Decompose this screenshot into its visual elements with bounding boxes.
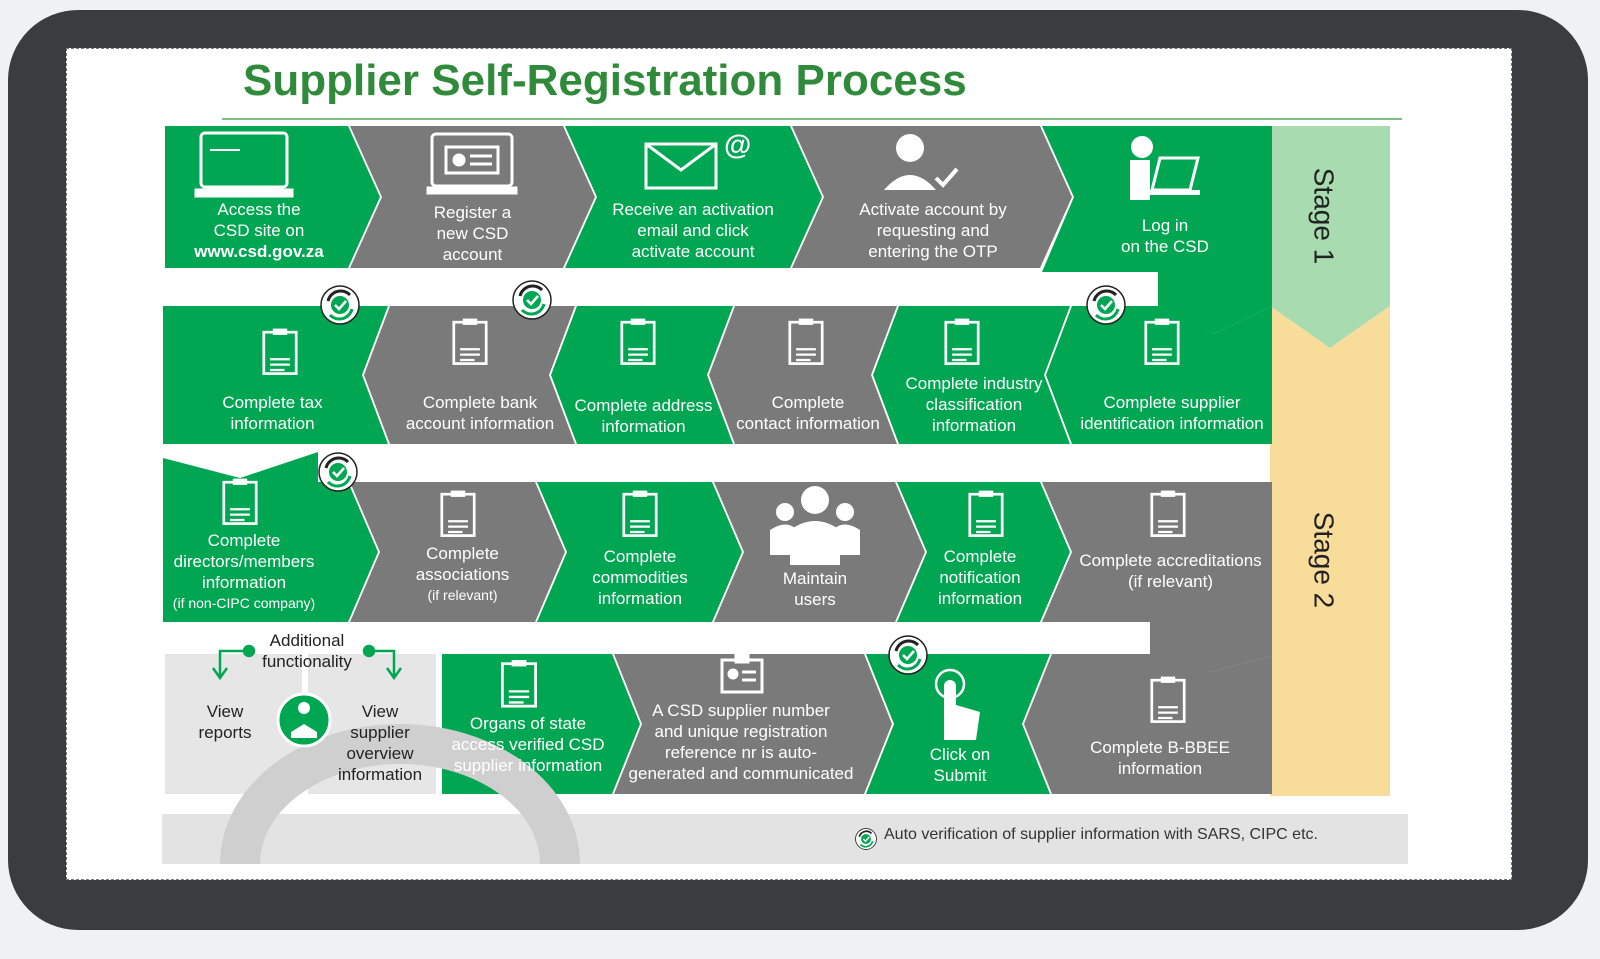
row3-step-3-shape xyxy=(537,482,742,622)
row1-step-1: Access the CSD site on www.csd.gov.za xyxy=(170,199,348,262)
row3-step-4: Maintain users xyxy=(750,568,880,610)
row1-step-4-shape xyxy=(792,126,1072,268)
stage-1-label: Stage 1 xyxy=(1308,167,1340,265)
row4-step-4-label: Complete B-BBEE information xyxy=(1090,738,1230,778)
click-hand-icon xyxy=(934,668,980,740)
row3-step-5-shape xyxy=(897,482,1070,622)
row3-step-3: Complete commodities information xyxy=(570,546,710,609)
footer-watermark xyxy=(220,724,580,865)
row2-step-5: Complete industry classification informa… xyxy=(884,373,1064,436)
row2-step-6: Complete supplier identification informa… xyxy=(1072,392,1272,434)
row3-step-2-note: (if relevant) xyxy=(427,587,498,603)
row4-step-2: A CSD supplier number and unique registr… xyxy=(616,700,866,784)
row4-step-3: Click on Submit xyxy=(900,744,1020,786)
row2-step-1-shape xyxy=(163,306,388,444)
row3-step-1-label: Complete directors/members information xyxy=(173,531,315,592)
row3-step-5: Complete notification information xyxy=(920,546,1040,609)
reader-person-icon xyxy=(276,692,332,748)
row1-step-2-label: Register a new CSD account xyxy=(433,203,512,264)
csd-url-text: www.csd.gov.za xyxy=(194,242,324,261)
stage-2-bar xyxy=(1270,306,1390,796)
row1-step-3-shape xyxy=(565,126,822,268)
row3-step-1: Complete directors/members information (… xyxy=(163,530,325,614)
row3-step-4-label: Maintain users xyxy=(782,569,848,609)
row2-step-3-shape xyxy=(551,306,733,444)
row2-step-3-label: Complete address information xyxy=(574,396,713,436)
row1-step-2: Register a new CSD account xyxy=(385,202,560,265)
verify-badge-legend xyxy=(855,828,877,850)
row3-step-5-label: Complete notification information xyxy=(937,547,1023,608)
row2-step-6-label: Complete supplier identification informa… xyxy=(1080,393,1264,433)
row4-step-3-label: Click on Submit xyxy=(929,745,991,785)
view-supplier-overview-label: View supplier overview information xyxy=(337,702,423,784)
row2-step-1: Complete tax information xyxy=(170,392,375,434)
verify-badge-5 xyxy=(888,635,928,675)
id-card-monitor-icon xyxy=(426,132,518,195)
users-group-icon xyxy=(770,486,860,565)
row1-step-5-shape xyxy=(1042,126,1272,334)
row2-step-4-label: Complete contact information xyxy=(736,393,880,433)
row2-step-5-shape xyxy=(873,306,1070,444)
row1-step-3-label: Receive an activation email and click ac… xyxy=(612,200,774,261)
row3-step-3-label: Complete commodities information xyxy=(592,547,688,608)
verify-badge-4 xyxy=(318,452,358,492)
auto-verification-note: Auto verification of supplier informatio… xyxy=(884,826,1318,843)
row3-step-2: Complete associations (if relevant) xyxy=(385,543,540,606)
badge-icon xyxy=(720,652,764,694)
verify-badge-3 xyxy=(1086,285,1126,325)
row3-step-6-shape xyxy=(1042,482,1272,672)
row4-step-4-shape xyxy=(1024,654,1272,794)
footer-band xyxy=(162,814,1408,864)
row4-step-4: Complete B-BBEE information xyxy=(1060,737,1260,779)
verify-badge-2 xyxy=(512,280,552,320)
row1-step-5: Log in on the CSD xyxy=(1080,215,1250,257)
row3-step-2-label: Complete associations xyxy=(415,544,510,584)
row2-step-2-shape xyxy=(364,306,575,444)
row4-step-1-label: Organs of state access verified CSD supp… xyxy=(451,714,605,775)
row1-step-1-label: Access the CSD site on xyxy=(213,200,305,240)
view-reports-label: View reports xyxy=(198,702,252,742)
stage-2-label: Stage 2 xyxy=(1308,511,1340,609)
row4-step-1: Organs of state access verified CSD supp… xyxy=(444,713,612,776)
additional-functionality-heading: Additional functionality xyxy=(262,631,352,671)
stage-1-bar xyxy=(1270,126,1390,348)
row3-step-6-label: Complete accreditations (if relevant) xyxy=(1079,551,1262,591)
additional-arrows-icon xyxy=(211,644,403,681)
person-laptop-icon xyxy=(1130,136,1200,200)
row1-step-3: Receive an activation email and click ac… xyxy=(598,199,788,262)
row2-step-6-shape xyxy=(1046,306,1272,444)
row2-step-4-shape xyxy=(709,306,897,444)
row3-step-6: Complete accreditations (if relevant) xyxy=(1068,550,1273,592)
row3-step-1-shape xyxy=(163,452,378,622)
svg-text:@: @ xyxy=(724,129,751,160)
user-check-icon xyxy=(884,134,959,190)
row2-step-5-label: Complete industry classification informa… xyxy=(905,374,1043,435)
verify-badge-1 xyxy=(320,285,360,325)
row4-step-2-label: A CSD supplier number and unique registr… xyxy=(628,701,854,783)
row2-step-2: Complete bank account information xyxy=(380,392,580,434)
page-title: Supplier Self-Registration Process xyxy=(243,56,967,105)
row3-step-1-note: (if non-CIPC company) xyxy=(172,595,316,611)
row2-step-4: Complete contact information xyxy=(724,392,892,434)
row1-step-4-label: Activate account by requesting and enter… xyxy=(859,200,1007,261)
row2-step-2-label: Complete bank account information xyxy=(405,393,555,433)
row1-step-2-shape xyxy=(350,126,595,268)
row4-step-2-shape xyxy=(614,654,892,794)
row2-step-1-label: Complete tax information xyxy=(222,393,323,433)
row1-step-4: Activate account by requesting and enter… xyxy=(828,199,1038,262)
row1-step-5-label: Log in on the CSD xyxy=(1121,216,1209,256)
laptop-icon xyxy=(194,131,294,198)
row3-step-2-shape xyxy=(350,482,565,622)
email-icon: @ xyxy=(644,129,751,190)
title-underline xyxy=(222,118,1402,120)
row2-step-3: Complete address information xyxy=(556,395,731,437)
